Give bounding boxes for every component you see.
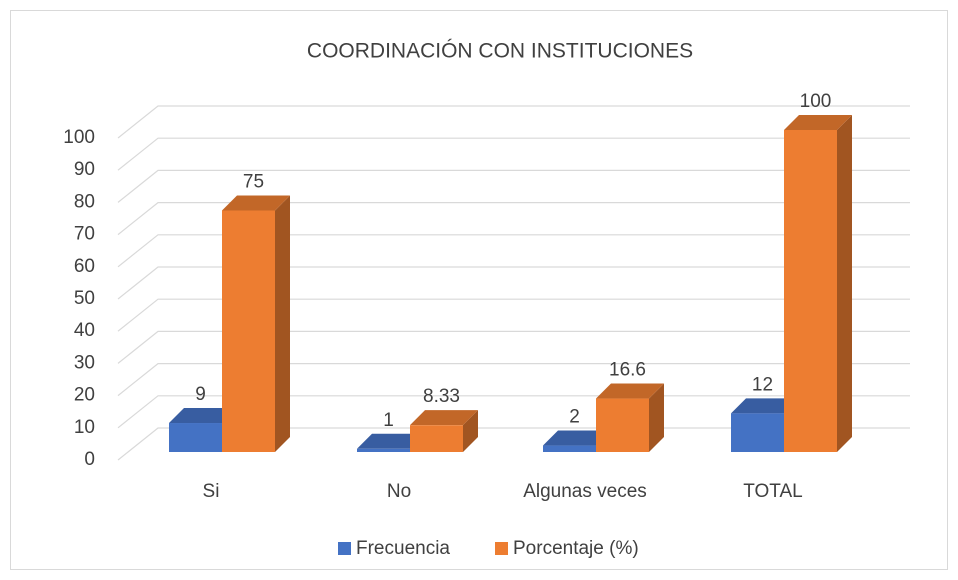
- grid-line: [117, 137, 910, 171]
- x-tick-label: TOTAL: [743, 481, 802, 502]
- legend-label: Porcentaje (%): [513, 538, 639, 559]
- x-tick-label: Si: [203, 481, 220, 502]
- bar-top: [357, 433, 425, 449]
- bar-front: [731, 413, 784, 452]
- x-tick-label: No: [387, 481, 411, 502]
- bar-side: [649, 383, 664, 452]
- grid-line: [117, 202, 910, 236]
- bar: [596, 383, 664, 452]
- data-label: 9: [195, 384, 206, 405]
- bar-top: [543, 430, 611, 446]
- bar: [410, 410, 478, 452]
- bar-side: [463, 410, 478, 452]
- bar-front: [357, 448, 410, 452]
- grid-line: [117, 105, 910, 139]
- data-label: 1: [383, 410, 394, 431]
- grid-line: [117, 363, 910, 397]
- y-tick-label: 40: [74, 320, 95, 341]
- legend-swatch: [495, 542, 508, 555]
- y-tick-label: 50: [74, 288, 95, 309]
- y-tick-label: 0: [84, 449, 95, 470]
- data-label: 8.33: [423, 386, 460, 407]
- bar-front: [784, 130, 837, 452]
- bar: [222, 195, 290, 452]
- bar-top: [222, 195, 290, 211]
- bar: [784, 115, 852, 452]
- data-label: 75: [243, 172, 264, 193]
- bar-top: [596, 383, 664, 399]
- data-label: 16.6: [609, 360, 646, 381]
- grid-line: [117, 266, 910, 300]
- bar-front: [596, 398, 649, 452]
- legend-swatch: [338, 542, 351, 555]
- bar-top: [731, 398, 799, 414]
- bar-front: [222, 210, 275, 452]
- y-tick-label: 80: [74, 191, 95, 212]
- y-tick-label: 100: [63, 127, 95, 148]
- data-label: 2: [569, 407, 580, 428]
- y-tick-label: 20: [74, 385, 95, 406]
- x-tick-label: Algunas veces: [523, 481, 647, 502]
- bar-top: [784, 115, 852, 130]
- bar-front: [543, 445, 596, 452]
- chart-title: COORDINACIÓN CON INSTITUCIONES: [307, 40, 693, 63]
- grid-line: [117, 234, 910, 268]
- bar-side: [837, 115, 852, 452]
- bar-front: [410, 425, 463, 452]
- bar-top: [410, 410, 478, 426]
- legend-label: Frecuencia: [356, 538, 450, 559]
- grid-line: [117, 330, 910, 364]
- bar-front: [169, 423, 222, 452]
- bar-top: [169, 408, 237, 424]
- y-tick-label: 30: [74, 352, 95, 373]
- y-tick-label: 10: [74, 417, 95, 438]
- bar-side: [275, 195, 290, 452]
- data-label: 12: [752, 374, 773, 395]
- y-tick-label: 70: [74, 224, 95, 245]
- y-tick-label: 60: [74, 256, 95, 277]
- data-label: 100: [800, 91, 832, 112]
- grid-line: [117, 169, 910, 203]
- grid-line: [117, 298, 910, 332]
- y-tick-label: 90: [74, 159, 95, 180]
